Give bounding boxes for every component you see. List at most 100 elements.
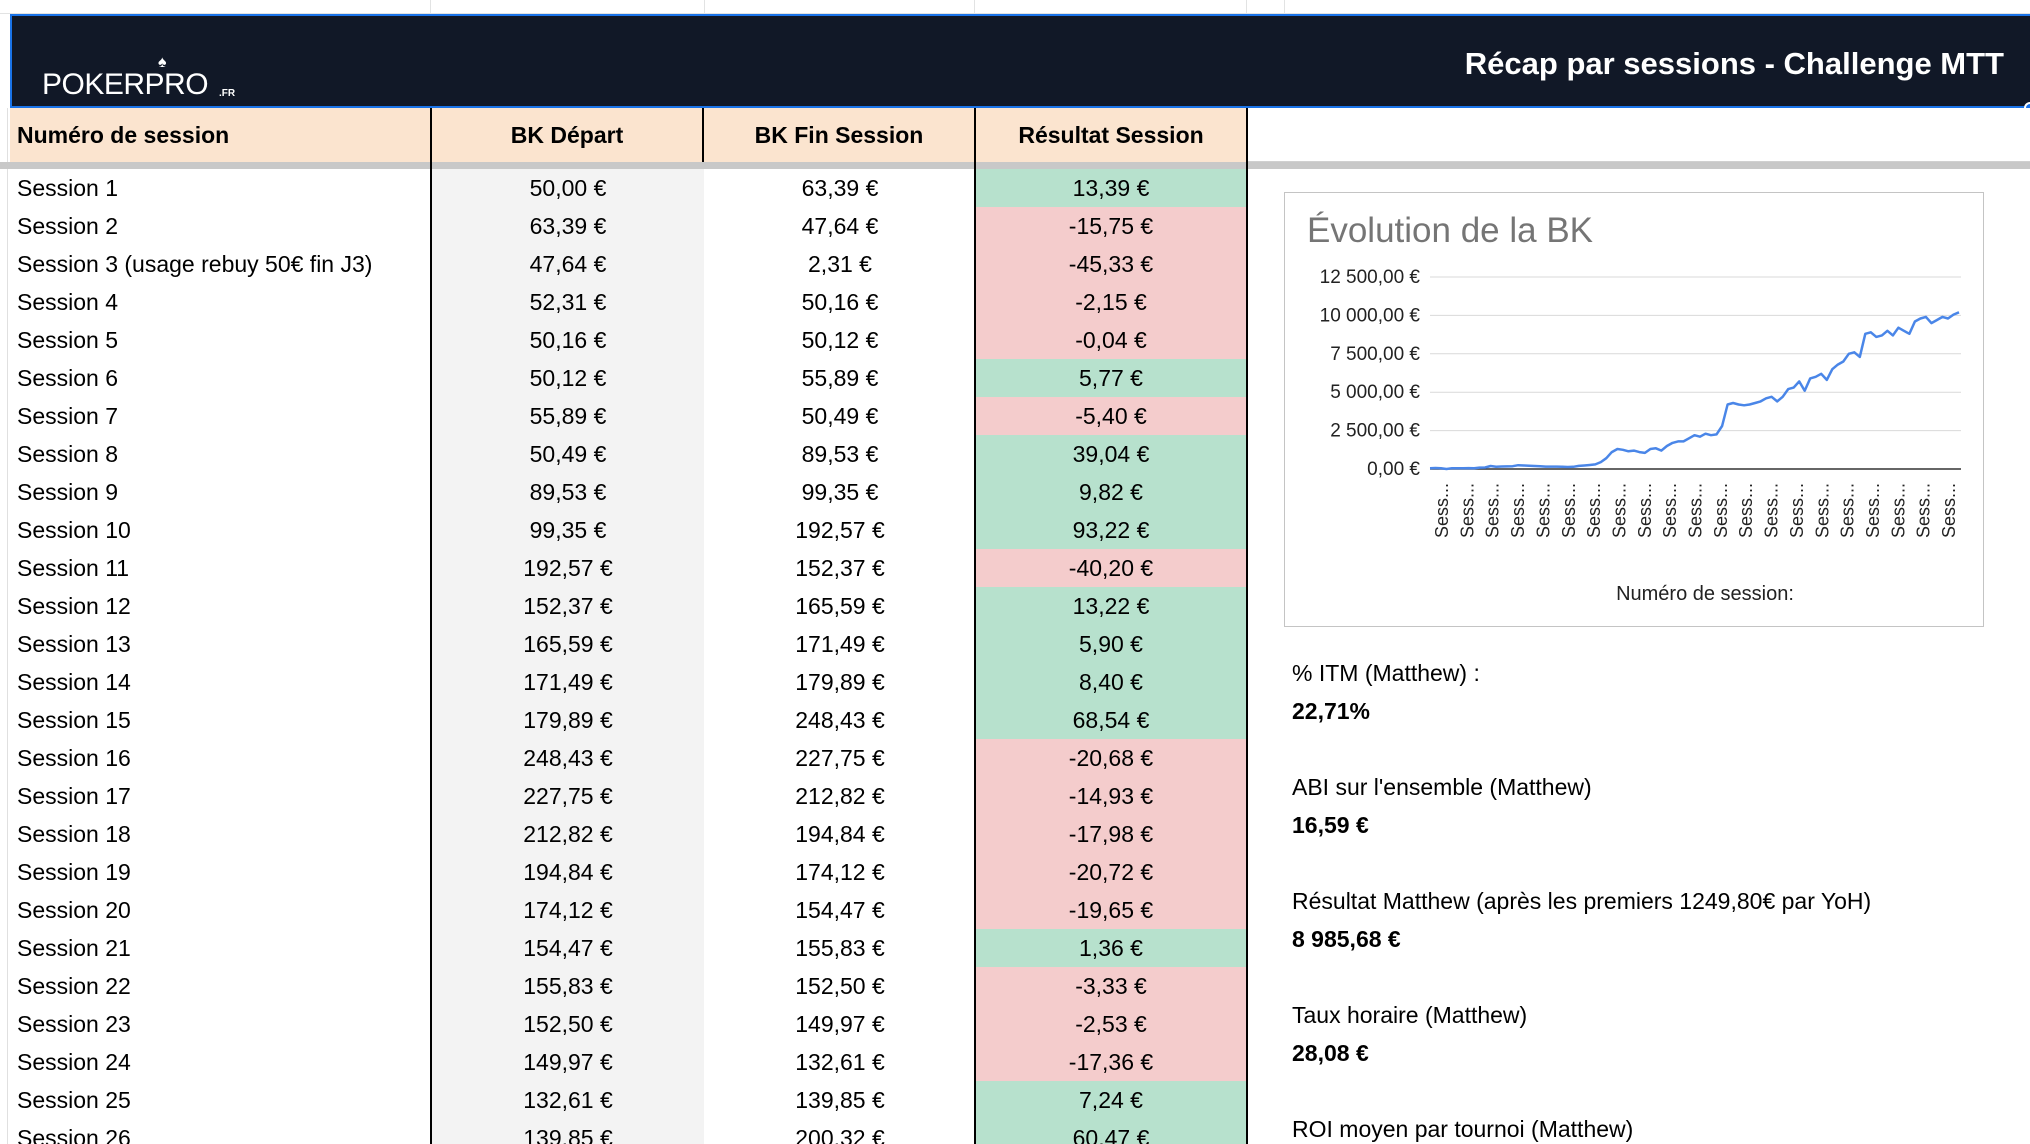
session-name-cell[interactable]: Session 23 [17,1010,131,1037]
resultat-cell[interactable]: -19,65 € [976,891,1246,929]
resultat-cell[interactable]: -40,20 € [976,549,1246,587]
session-name-cell[interactable]: Session 15 [17,706,131,733]
bk-depart-cell[interactable]: 165,59 € [523,630,613,657]
bk-depart-cell[interactable]: 154,47 € [523,934,613,961]
bk-fin-cell[interactable]: 149,97 € [795,1010,885,1037]
stat-value[interactable]: 8 985,68 € [1292,926,1401,952]
session-name-cell[interactable]: Session 16 [17,744,131,771]
session-name-cell[interactable]: Session 17 [17,782,131,809]
session-name-cell[interactable]: Session 20 [17,896,131,923]
resultat-cell[interactable]: 13,22 € [976,587,1246,625]
session-name-cell[interactable]: Session 7 [17,402,119,429]
header-resultat[interactable]: Résultat Session [976,108,1248,162]
bk-fin-cell[interactable]: 2,31 € [808,250,872,277]
session-name-cell[interactable]: Session 12 [17,592,131,619]
resultat-cell[interactable]: -14,93 € [976,777,1246,815]
session-name-cell[interactable]: Session 24 [17,1048,131,1075]
header-bk-fin[interactable]: BK Fin Session [704,108,976,162]
bk-fin-cell[interactable]: 139,85 € [795,1086,885,1113]
header-bk-depart[interactable]: BK Départ [432,108,704,162]
session-name-cell[interactable]: Session 8 [17,440,119,467]
stat-label[interactable]: ROI moyen par tournoi (Matthew) [1292,1116,1634,1142]
header-session-number[interactable]: Numéro de session [10,108,432,162]
session-name-cell[interactable]: Session 3 (usage rebuy 50€ fin J3) [17,250,373,277]
resultat-cell[interactable]: 68,54 € [976,701,1246,739]
bk-fin-cell[interactable]: 63,39 € [801,174,879,201]
bk-fin-cell[interactable]: 152,37 € [795,554,885,581]
bk-depart-cell[interactable]: 212,82 € [523,820,613,847]
bk-depart-cell[interactable]: 192,57 € [523,554,613,581]
session-name-cell[interactable]: Session 19 [17,858,131,885]
bk-fin-cell[interactable]: 89,53 € [801,440,879,467]
bk-fin-cell[interactable]: 47,64 € [801,212,879,239]
header-empty-cell[interactable] [1248,108,2030,162]
bk-evolution-chart[interactable]: Évolution de la BK 0,00 € 2 500,00 € 5 000… [1284,192,1984,627]
resultat-cell[interactable]: -17,98 € [976,815,1246,853]
bk-depart-cell[interactable]: 50,16 € [529,326,607,353]
bk-fin-cell[interactable]: 200,32 € [795,1124,885,1144]
session-name-cell[interactable]: Session 10 [17,516,131,543]
bk-fin-cell[interactable]: 99,35 € [801,478,879,505]
bk-depart-cell[interactable]: 89,53 € [529,478,607,505]
resultat-cell[interactable]: 93,22 € [976,511,1246,549]
session-name-cell[interactable]: Session 4 [17,288,119,315]
session-name-cell[interactable]: Session 21 [17,934,131,961]
bk-fin-cell[interactable]: 50,49 € [801,402,879,429]
stat-value[interactable]: 16,59 € [1292,812,1369,838]
bk-depart-cell[interactable]: 149,97 € [523,1048,613,1075]
bk-fin-cell[interactable]: 248,43 € [795,706,885,733]
stat-label[interactable]: ABI sur l'ensemble (Matthew) [1292,774,1592,800]
resultat-cell[interactable]: 60,47 € [976,1119,1246,1144]
bk-fin-cell[interactable]: 132,61 € [795,1048,885,1075]
session-name-cell[interactable]: Session 13 [17,630,131,657]
resultat-cell[interactable]: 39,04 € [976,435,1246,473]
resultat-cell[interactable]: -0,04 € [976,321,1246,359]
stat-value[interactable]: 22,71% [1292,698,1371,724]
bk-fin-cell[interactable]: 165,59 € [795,592,885,619]
resultat-cell[interactable]: 7,24 € [976,1081,1246,1119]
bk-depart-cell[interactable]: 194,84 € [523,858,613,885]
bk-fin-cell[interactable]: 50,12 € [801,326,879,353]
resultat-cell[interactable]: -3,33 € [976,967,1246,1005]
session-name-cell[interactable]: Session 14 [17,668,131,695]
bk-depart-cell[interactable]: 50,49 € [529,440,607,467]
resultat-cell[interactable]: 9,82 € [976,473,1246,511]
bk-depart-cell[interactable]: 99,35 € [529,516,607,543]
bk-fin-cell[interactable]: 194,84 € [795,820,885,847]
frozen-rows-divider[interactable] [0,162,2030,169]
resultat-cell[interactable]: -17,36 € [976,1043,1246,1081]
bk-fin-cell[interactable]: 227,75 € [795,744,885,771]
session-name-cell[interactable]: Session 9 [17,478,119,505]
bk-depart-cell[interactable]: 52,31 € [529,288,607,315]
session-name-cell[interactable]: Session 6 [17,364,119,391]
session-name-cell[interactable]: Session 5 [17,326,119,353]
bk-depart-cell[interactable]: 248,43 € [523,744,613,771]
bk-fin-cell[interactable]: 152,50 € [795,972,885,999]
stat-value[interactable]: 28,08 € [1292,1040,1369,1066]
stat-label[interactable]: Taux horaire (Matthew) [1292,1002,1528,1028]
bk-depart-cell[interactable]: 179,89 € [523,706,613,733]
bk-fin-cell[interactable]: 50,16 € [801,288,879,315]
session-name-cell[interactable]: Session 22 [17,972,131,999]
session-name-cell[interactable]: Session 11 [17,554,130,581]
resultat-cell[interactable]: -20,72 € [976,853,1246,891]
stat-label[interactable]: % ITM (Matthew) : [1292,660,1480,686]
bk-fin-cell[interactable]: 155,83 € [795,934,885,961]
session-name-cell[interactable]: Session 18 [17,820,131,847]
resultat-cell[interactable]: 5,90 € [976,625,1246,663]
session-name-cell[interactable]: Session 26 [17,1124,131,1144]
bk-depart-cell[interactable]: 132,61 € [523,1086,613,1113]
bk-fin-cell[interactable]: 154,47 € [795,896,885,923]
resultat-cell[interactable]: 8,40 € [976,663,1246,701]
bk-depart-cell[interactable]: 155,83 € [523,972,613,999]
session-name-cell[interactable]: Session 25 [17,1086,131,1113]
bk-fin-cell[interactable]: 212,82 € [795,782,885,809]
bk-fin-cell[interactable]: 192,57 € [795,516,885,543]
bk-depart-cell[interactable]: 50,00 € [529,174,607,201]
bk-fin-cell[interactable]: 171,49 € [795,630,885,657]
bk-depart-cell[interactable]: 152,50 € [523,1010,613,1037]
resultat-cell[interactable]: -15,75 € [976,207,1246,245]
session-name-cell[interactable]: Session 2 [17,212,119,239]
bk-depart-cell[interactable]: 50,12 € [529,364,607,391]
bk-fin-cell[interactable]: 174,12 € [795,858,885,885]
